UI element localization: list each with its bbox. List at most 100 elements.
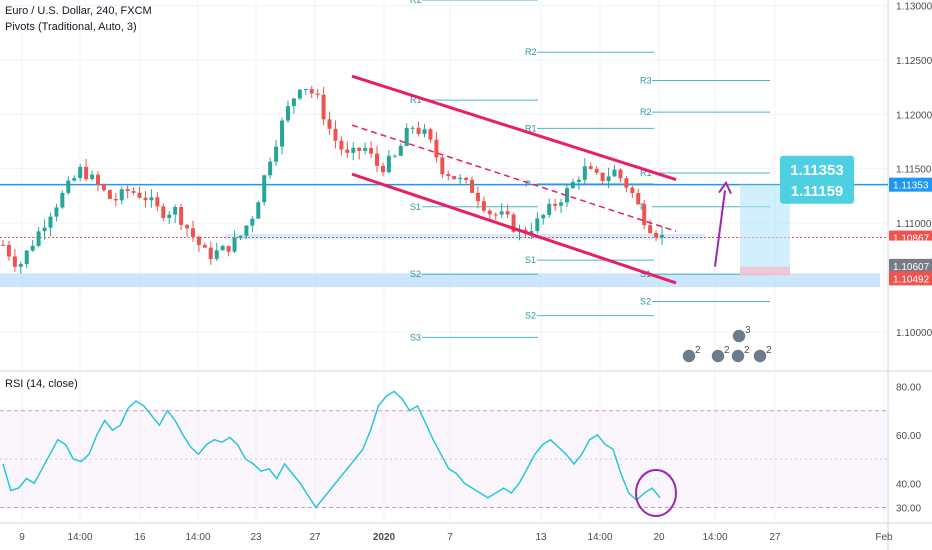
event-badge: 2: [752, 345, 772, 364]
candle-body: [321, 94, 326, 120]
candle-body: [173, 206, 178, 215]
candle-body: [107, 190, 112, 199]
time-tick-label: 27: [769, 532, 781, 543]
candle-body: [630, 187, 635, 194]
candle-body: [226, 245, 231, 252]
candle-body: [84, 166, 89, 180]
candle-body: [487, 210, 492, 215]
candle-body: [392, 155, 397, 157]
price-badge: 1.10607: [889, 258, 932, 273]
candle-body: [475, 192, 480, 202]
rsi-tick-label: 80.00: [896, 383, 921, 394]
support-zone: [0, 273, 880, 288]
pivots-legend[interactable]: Pivots (Traditional, Auto, 3): [5, 21, 137, 33]
event-badge: 2: [730, 345, 750, 364]
candle-body: [351, 147, 356, 153]
price-badge: 1.11353: [889, 177, 932, 192]
candle-body: [6, 244, 11, 257]
event-count: 2: [766, 345, 772, 356]
candle-body: [12, 256, 17, 267]
pivot-label-r1: R1: [410, 95, 422, 105]
candle-body: [553, 203, 558, 206]
candle-body: [333, 128, 338, 141]
candle-body: [42, 227, 47, 232]
price-tick-label: 1.13000: [896, 1, 932, 12]
candle-body: [190, 228, 195, 237]
candle-body: [48, 216, 53, 228]
price-badge-bg: [889, 258, 932, 273]
event-badge: 2: [681, 345, 701, 364]
candle-body: [493, 214, 498, 216]
event-count: 2: [695, 345, 701, 356]
candle-body: [357, 147, 362, 151]
pivot-label-s1: S1: [410, 202, 421, 212]
candle-body: [244, 225, 249, 236]
candle-body: [576, 179, 581, 182]
channel-upper-line: [351, 74, 677, 181]
time-tick-label: 14:00: [185, 532, 210, 543]
pivot-label-r2: R2: [525, 47, 537, 57]
candle-body: [268, 161, 273, 176]
candle-body: [327, 119, 332, 129]
price-badge-label: 24:16: [893, 244, 918, 255]
time-tick-label: 27: [309, 532, 321, 543]
candle-body: [54, 207, 59, 217]
rsi-highlight-circle: [635, 468, 677, 517]
candle-body: [458, 177, 463, 180]
candle-body: [315, 93, 320, 95]
pivot-label-r2: R2: [640, 107, 652, 117]
rsi-pane: 80.00 60.00 40.00 30.00: [0, 383, 921, 517]
channel-lower-line: [351, 172, 677, 285]
price-badge: 1.10492: [889, 271, 932, 286]
grid: [0, 0, 888, 522]
candle-body: [648, 225, 653, 234]
candle-body: [250, 218, 255, 226]
time-tick-label: 14:00: [67, 532, 92, 543]
candle-body: [624, 178, 629, 188]
candle-body: [309, 89, 314, 94]
candle-body: [446, 174, 451, 177]
candle-body: [499, 211, 504, 215]
candle-body: [582, 166, 587, 180]
pivot-label-s3: S3: [410, 332, 421, 342]
projection-label-box: 1.11353 1.11159: [780, 155, 854, 204]
resistance-zone: [225, 233, 705, 240]
candle-body: [297, 89, 302, 99]
price-badge-label: 1.10867: [893, 234, 930, 245]
candle-body: [161, 206, 166, 218]
candle-body: [196, 236, 201, 245]
projection-stop-zone: [740, 266, 790, 276]
candle-body: [125, 189, 130, 192]
candle-body: [220, 245, 225, 251]
candle-body: [137, 192, 142, 198]
candle-body: [380, 165, 385, 173]
projection-label-bg: [780, 155, 854, 204]
candle-body: [66, 180, 71, 193]
candle-body: [600, 172, 605, 182]
candle-body: [155, 197, 160, 207]
candle-body: [101, 184, 106, 191]
event-count: 2: [744, 345, 750, 356]
price-badge-label: 1.11353: [893, 181, 929, 192]
pivot-label-r3: R3: [640, 76, 652, 86]
candle-body: [274, 146, 279, 162]
candle-body: [143, 197, 148, 201]
candle-body: [398, 145, 403, 156]
candle-body: [291, 98, 296, 107]
candle-body: [428, 129, 433, 140]
pivot-label-p: P: [525, 179, 531, 189]
event-badge: 2: [710, 345, 730, 364]
candle-body: [559, 202, 564, 206]
candle-body: [72, 178, 77, 181]
pivot-label-s2: S2: [525, 311, 536, 321]
candle-body: [232, 237, 237, 252]
candle-body: [214, 250, 219, 259]
candle-body: [612, 169, 617, 177]
candle-body: [606, 176, 611, 182]
candle-body: [660, 235, 664, 238]
symbol-legend[interactable]: Euro / U.S. Dollar, 240, FXCM: [5, 5, 152, 17]
candle-body: [547, 203, 552, 215]
candle-body: [588, 166, 593, 169]
rsi-legend[interactable]: RSI (14, close): [5, 378, 78, 390]
